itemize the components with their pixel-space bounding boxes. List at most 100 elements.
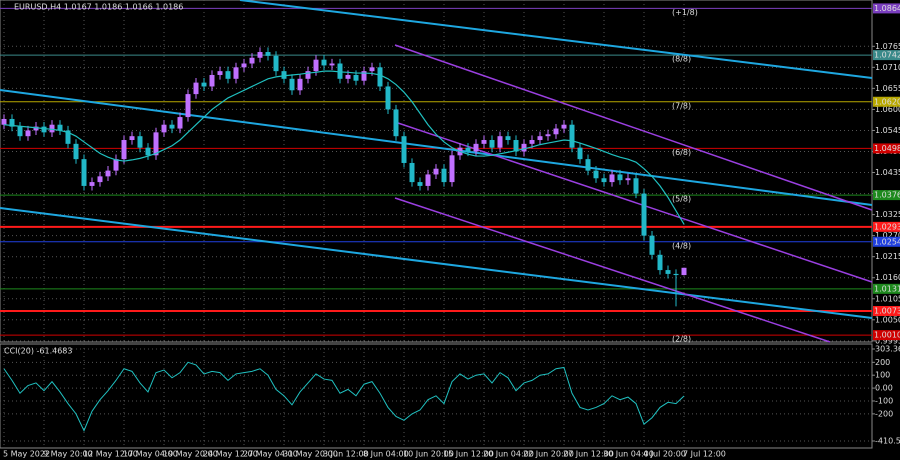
candle-body [465, 147, 471, 152]
cci-frame [0, 343, 873, 449]
level-price-box [873, 96, 900, 107]
candle-body [89, 182, 95, 186]
x-tick-label: 27 Jun 12:00 [563, 450, 614, 459]
candle-body [57, 124, 63, 131]
candle-body [233, 67, 239, 79]
level-price-box [873, 306, 900, 317]
level-price-label: 1.0376 [874, 191, 900, 200]
x-tick-label: 27 May 04:00 [243, 450, 298, 459]
y-tick-label: 303.3673 [875, 345, 900, 354]
level-price-label: 1.0864 [874, 4, 900, 13]
candle-body [225, 71, 231, 79]
x-tick-label: 7 Jul 12:00 [683, 450, 726, 459]
level-price-box [873, 143, 900, 154]
y-tick-label: 100 [875, 371, 890, 380]
candle-body [161, 124, 167, 133]
candle-body [433, 168, 439, 175]
level-price-label: 1.0620 [874, 97, 900, 106]
candle-body [9, 118, 15, 127]
x-tick-label: 3 Jun 12:00 [323, 450, 369, 459]
candle-body [113, 159, 119, 171]
indicator-title: CCI(20) -61.4683 [4, 347, 72, 356]
candle-body [305, 71, 311, 79]
candle-body [81, 159, 87, 186]
candle-body [33, 126, 39, 131]
y-tick-label: 1.0710 [875, 63, 900, 72]
candle-body [641, 193, 647, 236]
y-tick-label: -100 [875, 396, 893, 405]
x-tick-label: 24 May 12:00 [203, 450, 258, 459]
candle-body [569, 124, 575, 148]
candle-body [585, 159, 591, 171]
candle-body [1, 118, 7, 125]
level-price-label: 1.0131 [874, 284, 900, 293]
channel-line [394, 44, 873, 211]
level-price-box [873, 3, 900, 14]
candle-body [577, 147, 583, 160]
level-name: (2/8) [672, 335, 691, 344]
candle-body [265, 52, 271, 56]
level-price-box [873, 50, 900, 61]
level-price-label: 1.0498 [874, 144, 900, 153]
candle-body [241, 63, 247, 68]
level-price-label: 1.0073 [874, 307, 900, 316]
y-tick-label: 1.0215 [875, 252, 900, 261]
candle-body [49, 124, 55, 133]
candle-body [217, 71, 223, 75]
level-name: (4/8) [672, 241, 691, 250]
y-tick-label: 200 [875, 358, 890, 367]
chart-title: EURUSD,H4 1.0167 1.0186 1.0166 1.0186 [14, 3, 183, 12]
candle-body [489, 140, 495, 148]
y-tick-label: 1.0105 [875, 294, 900, 303]
candle-body [137, 136, 143, 148]
x-tick-label: 20 Jun 04:00 [483, 450, 534, 459]
candle-body [121, 140, 127, 160]
x-tick-label: 22 Jun 20:00 [523, 450, 574, 459]
level-price-box [873, 330, 900, 341]
y-tick-label: 1.0325 [875, 210, 900, 219]
candle-body [657, 254, 663, 271]
candle-body [185, 94, 191, 118]
candle-body [561, 124, 567, 129]
candle-body [177, 117, 183, 129]
level-name: (7/8) [672, 101, 691, 110]
candle-body [553, 128, 559, 135]
y-tick-label: 0.00 [875, 384, 893, 393]
candle-body [425, 174, 431, 186]
trend-line [239, 0, 873, 79]
candle-body [593, 170, 599, 179]
candle-body [209, 74, 215, 87]
x-tick-label: 17 May 04:00 [123, 450, 178, 459]
x-tick-label: 8 Jun 04:00 [363, 450, 409, 459]
candle-body [105, 170, 111, 177]
candle-body [625, 178, 631, 181]
level-name: (6/8) [672, 148, 691, 157]
x-tick-label: 31 May 20:00 [283, 450, 338, 459]
candle-body [441, 168, 447, 183]
candle-body [409, 162, 415, 183]
candle-body [633, 178, 639, 194]
x-tick-label: 19 May 20:00 [163, 450, 218, 459]
candle-body [281, 71, 287, 79]
level-price-box [873, 283, 900, 294]
channel-line [394, 197, 831, 343]
candle-body [289, 78, 295, 91]
candle-body [513, 140, 519, 152]
candle-body [25, 130, 31, 137]
candle-body [529, 140, 535, 144]
trend-line [0, 207, 873, 319]
candle-body [97, 176, 103, 183]
candle-body [17, 126, 23, 137]
candle-body [345, 74, 351, 79]
candle-body [617, 174, 623, 181]
y-tick-label: -200 [875, 409, 893, 418]
level-price-label: 1.0010 [874, 331, 900, 340]
candle-body [145, 147, 151, 156]
y-tick-label: 1.0545 [875, 126, 900, 135]
y-tick-label: 1.0765 [875, 42, 900, 51]
indicator-line [3, 361, 685, 432]
candle-body [545, 134, 551, 137]
x-tick-label: 5 May 2022 [3, 450, 50, 459]
